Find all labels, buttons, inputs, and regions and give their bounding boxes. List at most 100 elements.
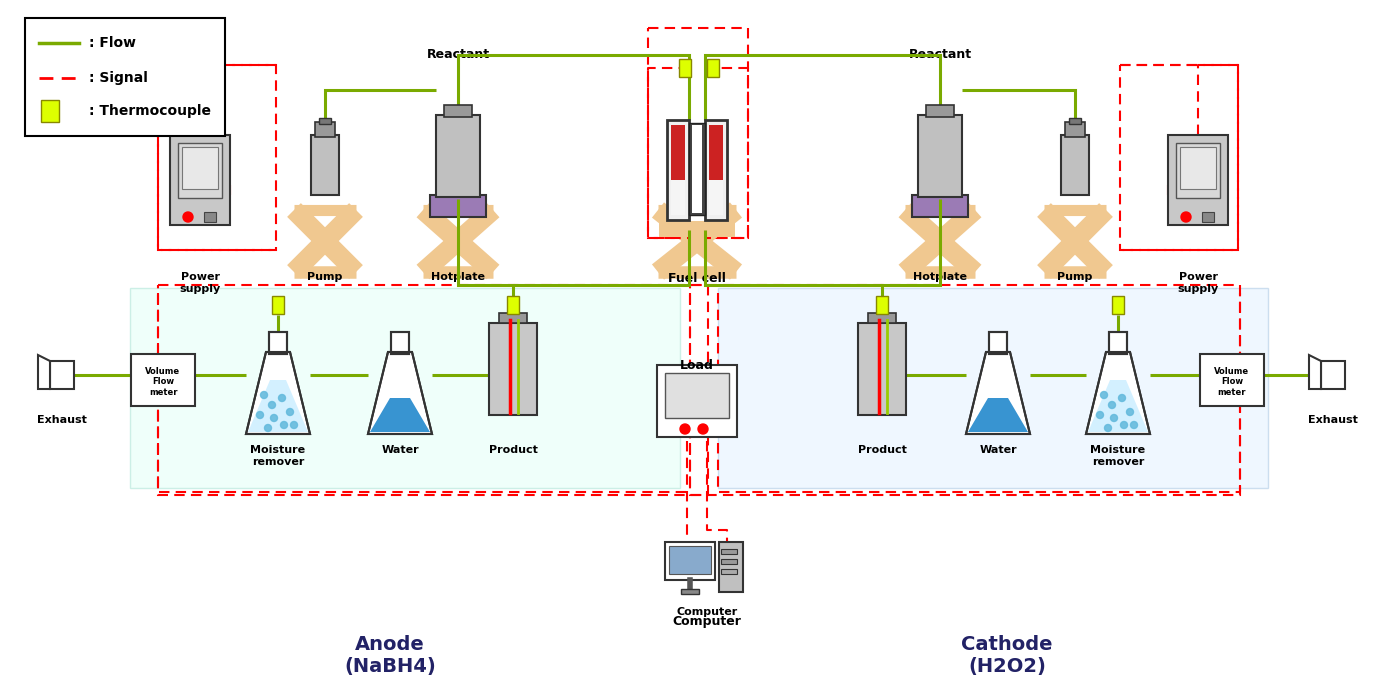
Text: Pump: Pump — [307, 272, 343, 282]
Bar — [319, 118, 331, 124]
Circle shape — [1109, 402, 1116, 409]
Text: Anode
(NaBH4): Anode (NaBH4) — [345, 635, 435, 676]
Bar — [1168, 135, 1228, 225]
Text: Power
supply: Power supply — [180, 272, 220, 294]
Text: Product: Product — [488, 445, 537, 455]
Bar — [868, 313, 896, 323]
Text: Computer: Computer — [677, 607, 738, 617]
Text: Pump: Pump — [1057, 272, 1092, 282]
Text: Water: Water — [979, 445, 1017, 455]
Bar — [437, 115, 480, 197]
Bar — [204, 212, 216, 222]
Bar — [179, 143, 222, 198]
Bar — [490, 323, 537, 415]
Bar — [912, 195, 968, 217]
Bar — [671, 125, 685, 180]
Bar — [1202, 212, 1214, 222]
Bar — [1120, 65, 1237, 250]
Circle shape — [265, 424, 272, 431]
Text: Moisture
remover: Moisture remover — [251, 445, 306, 466]
Bar — [858, 323, 905, 415]
Bar — [1069, 118, 1081, 124]
Text: Hotplate: Hotplate — [431, 272, 485, 282]
Circle shape — [1130, 422, 1137, 429]
Polygon shape — [1309, 355, 1321, 389]
Bar — [506, 296, 519, 314]
Bar — [131, 354, 195, 406]
Bar — [272, 296, 285, 314]
Bar — [665, 542, 716, 580]
Circle shape — [1120, 422, 1127, 429]
Bar — [667, 120, 689, 220]
Circle shape — [257, 411, 264, 418]
Bar — [692, 125, 702, 213]
Bar — [918, 115, 963, 197]
Circle shape — [268, 402, 275, 409]
Bar — [876, 296, 889, 314]
Circle shape — [1110, 414, 1117, 422]
Circle shape — [280, 422, 287, 429]
Bar — [671, 180, 685, 215]
Text: Volume
Flow
meter: Volume Flow meter — [1215, 367, 1250, 397]
Circle shape — [1101, 391, 1108, 398]
Bar — [709, 125, 723, 180]
Bar — [311, 135, 339, 195]
Polygon shape — [246, 352, 310, 434]
Bar — [657, 365, 737, 437]
Bar — [40, 100, 59, 122]
Circle shape — [1105, 424, 1112, 431]
Polygon shape — [968, 398, 1028, 432]
Circle shape — [1127, 409, 1134, 416]
Polygon shape — [368, 352, 432, 434]
Bar — [1176, 143, 1221, 198]
Bar — [158, 65, 276, 250]
Polygon shape — [38, 355, 50, 389]
Text: Fuel cell: Fuel cell — [668, 272, 725, 285]
Polygon shape — [1085, 352, 1149, 434]
Text: : Thermocouple: : Thermocouple — [89, 104, 211, 118]
Bar — [391, 332, 409, 354]
Circle shape — [1096, 411, 1103, 418]
Bar — [1321, 361, 1345, 389]
Bar — [158, 285, 709, 495]
Polygon shape — [1088, 380, 1148, 432]
Text: Exhaust: Exhaust — [1309, 415, 1357, 425]
Bar — [721, 569, 737, 574]
Polygon shape — [248, 380, 308, 432]
Bar — [1109, 332, 1127, 354]
Text: : Flow: : Flow — [89, 36, 135, 50]
Text: : Signal: : Signal — [89, 71, 148, 85]
Bar — [444, 105, 472, 117]
Bar — [499, 313, 527, 323]
Text: Exhaust: Exhaust — [38, 415, 86, 425]
Bar — [721, 559, 737, 564]
Bar — [269, 332, 287, 354]
Bar — [25, 18, 225, 136]
Bar — [704, 120, 727, 220]
Bar — [430, 195, 485, 217]
Circle shape — [279, 394, 286, 402]
Circle shape — [261, 391, 268, 398]
Bar — [718, 288, 1268, 488]
Bar — [50, 361, 74, 389]
Polygon shape — [370, 398, 430, 432]
Text: Power
supply: Power supply — [1177, 272, 1219, 294]
Bar — [709, 180, 723, 215]
Text: Hotplate: Hotplate — [912, 272, 967, 282]
Text: Water: Water — [381, 445, 418, 455]
Circle shape — [286, 409, 293, 416]
Bar — [926, 105, 954, 117]
Bar — [181, 147, 218, 189]
Circle shape — [1119, 394, 1126, 402]
Bar — [721, 549, 737, 554]
Bar — [170, 135, 230, 225]
Bar — [269, 332, 287, 354]
Circle shape — [679, 424, 691, 434]
Bar — [989, 332, 1007, 354]
Bar — [670, 546, 711, 574]
Bar — [679, 59, 691, 77]
Bar — [130, 288, 679, 488]
Bar — [649, 28, 748, 238]
Text: Product: Product — [858, 445, 907, 455]
Bar — [707, 59, 718, 77]
